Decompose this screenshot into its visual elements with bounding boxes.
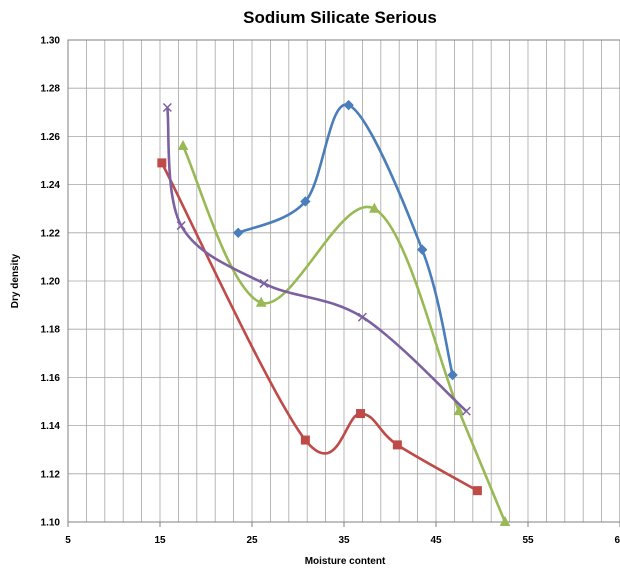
y-tick-labels: 1.10 1.12 1.14 1.16 1.18 1.20 1.22 1.24 1.26 1.28… bbox=[41, 36, 61, 529]
series-2 bbox=[157, 158, 482, 496]
y-tick-label: 1.12 bbox=[41, 469, 61, 480]
series-1-point bbox=[447, 369, 458, 381]
y-tick-label: 1.26 bbox=[41, 132, 61, 143]
series-1-point bbox=[300, 196, 311, 207]
x-tick-label: 45 bbox=[430, 535, 442, 546]
x-tick-label: 35 bbox=[338, 535, 350, 546]
series-3-point bbox=[453, 405, 465, 416]
y-tick-label: 1.18 bbox=[41, 325, 61, 336]
series-2-point bbox=[356, 409, 366, 419]
x-tick-labels: 5 15 25 35 45 55 65 bbox=[65, 522, 620, 546]
series-1-point bbox=[232, 227, 244, 239]
series-3-point bbox=[369, 202, 380, 213]
y-tick-label: 1.30 bbox=[41, 36, 61, 47]
y-tick-label: 1.28 bbox=[41, 84, 61, 95]
series-4-point bbox=[461, 406, 471, 416]
y-tick-label: 1.22 bbox=[41, 228, 61, 239]
x-axis-label: Moisture content bbox=[305, 556, 386, 567]
chart-title: Sodium Silicate Serious bbox=[243, 8, 437, 27]
series-1-point bbox=[416, 244, 428, 255]
series-2-point bbox=[392, 440, 402, 450]
series-1-line bbox=[237, 103, 454, 376]
x-tick-label: 55 bbox=[522, 535, 534, 546]
y-tick-label: 1.14 bbox=[41, 421, 61, 432]
series-group bbox=[157, 99, 511, 526]
series-2-point bbox=[157, 158, 167, 168]
grid bbox=[67, 39, 620, 523]
series-2-point bbox=[300, 435, 310, 445]
series-4-point bbox=[357, 312, 367, 322]
y-tick-label: 1.10 bbox=[41, 518, 61, 529]
series-3-point bbox=[177, 139, 189, 151]
series-1 bbox=[232, 99, 458, 381]
y-tick-label: 1.20 bbox=[41, 277, 61, 288]
series-3-point bbox=[255, 296, 267, 307]
series-4 bbox=[162, 102, 471, 416]
x-tick-label: 65 bbox=[614, 535, 620, 546]
series-1-point bbox=[343, 99, 354, 111]
x-tick-label: 15 bbox=[154, 535, 166, 546]
series-4-line bbox=[166, 107, 468, 413]
y-tick-label: 1.16 bbox=[41, 373, 61, 384]
series-4-point bbox=[162, 102, 172, 113]
series-4-point bbox=[259, 278, 269, 288]
series-2-line bbox=[160, 162, 479, 492]
x-tick-label: 5 bbox=[65, 535, 71, 546]
y-tick-label: 1.24 bbox=[41, 180, 61, 191]
series-4-point bbox=[176, 221, 186, 231]
series-2-point bbox=[472, 486, 482, 496]
series-3-point bbox=[499, 515, 511, 526]
y-axis-label: Dry density bbox=[10, 253, 21, 308]
x-tick-label: 25 bbox=[246, 535, 258, 546]
